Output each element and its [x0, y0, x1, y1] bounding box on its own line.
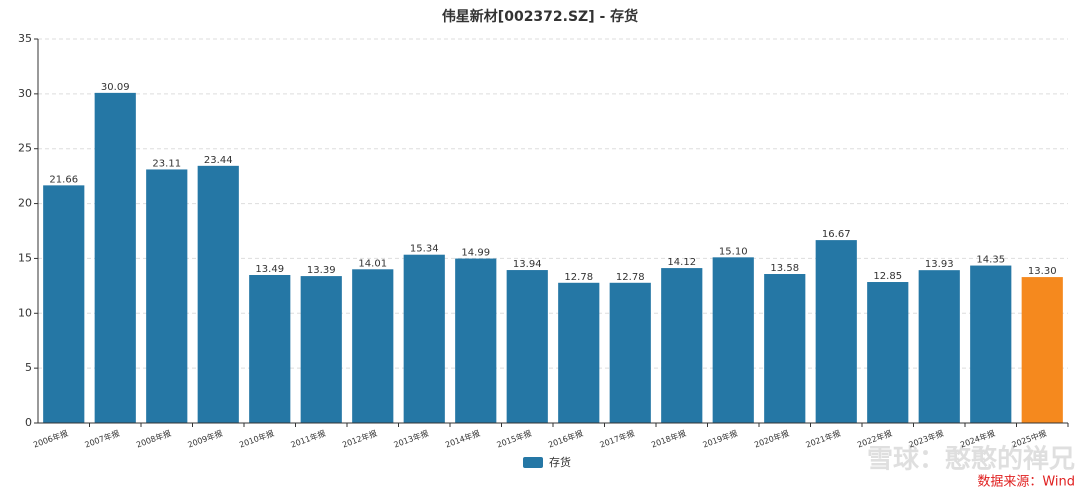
bar [815, 240, 857, 423]
bar [764, 274, 806, 423]
x-tick-label: 2008年报 [135, 428, 173, 450]
watermark: 雪球：憨憨的禅兄 [867, 444, 1075, 475]
value-label: 12.85 [873, 271, 902, 282]
bar [506, 270, 548, 423]
bar [197, 165, 239, 423]
value-label: 12.78 [564, 272, 593, 283]
bar [249, 274, 291, 423]
legend-label: 存货 [549, 455, 571, 469]
bar [300, 276, 342, 423]
value-label: 15.34 [410, 244, 439, 255]
bar [970, 265, 1012, 423]
y-tick-label: 35 [18, 32, 32, 45]
y-tick-label: 30 [18, 87, 32, 100]
bar [1021, 277, 1063, 423]
x-tick-label: 2015年报 [495, 428, 533, 450]
x-tick-label: 2016年报 [547, 428, 585, 450]
bar [609, 282, 651, 423]
y-tick-label: 20 [18, 197, 32, 210]
x-tick-label: 2006年报 [32, 428, 70, 450]
x-tick-label: 2017年报 [598, 428, 636, 450]
bar [712, 257, 754, 423]
value-label: 13.94 [513, 259, 542, 270]
bar [918, 270, 960, 423]
value-label: 30.09 [101, 82, 130, 93]
value-label: 13.49 [255, 264, 284, 275]
bar [455, 258, 497, 423]
value-label: 13.58 [770, 263, 799, 274]
y-tick-label: 25 [18, 142, 32, 155]
value-label: 14.99 [461, 248, 490, 259]
x-tick-label: 2020年报 [753, 428, 791, 450]
y-tick-label: 0 [25, 416, 32, 429]
x-tick-label: 2010年报 [238, 428, 276, 450]
value-label: 16.67 [822, 229, 851, 240]
bar [43, 185, 85, 423]
value-label: 14.12 [667, 257, 696, 268]
value-label: 13.93 [925, 259, 954, 270]
x-tick-label: 2018年报 [650, 428, 688, 450]
value-label: 23.44 [204, 155, 233, 166]
bar [661, 268, 703, 423]
value-label: 12.78 [616, 272, 645, 283]
x-tick-label: 2009年报 [186, 428, 224, 450]
x-tick-label: 2014年报 [444, 428, 482, 450]
y-tick-label: 10 [18, 306, 32, 319]
chart-title: 伟星新材[002372.SZ] - 存货 [442, 8, 638, 25]
bar [146, 169, 188, 423]
legend-swatch [523, 457, 543, 468]
value-label: 21.66 [49, 174, 78, 185]
x-tick-label: 2013年报 [392, 428, 430, 450]
bar [558, 282, 600, 423]
x-tick-label: 2012年报 [341, 428, 379, 450]
bar [94, 92, 136, 423]
value-label: 15.10 [719, 246, 748, 257]
x-tick-label: 2007年报 [83, 428, 121, 450]
x-tick-label: 2019年报 [701, 428, 739, 450]
value-label: 23.11 [152, 158, 181, 169]
source: 数据来源：Wind [977, 475, 1075, 490]
y-tick-label: 15 [18, 251, 32, 264]
bar [867, 282, 909, 423]
value-label: 13.39 [307, 265, 336, 276]
bar [352, 269, 394, 423]
value-label: 14.35 [976, 255, 1005, 266]
bar [403, 254, 445, 423]
value-label: 14.01 [358, 258, 387, 269]
y-tick-label: 5 [25, 361, 32, 374]
value-label: 13.30 [1028, 266, 1057, 277]
x-tick-label: 2011年报 [289, 428, 327, 450]
x-tick-label: 2021年报 [804, 428, 842, 450]
